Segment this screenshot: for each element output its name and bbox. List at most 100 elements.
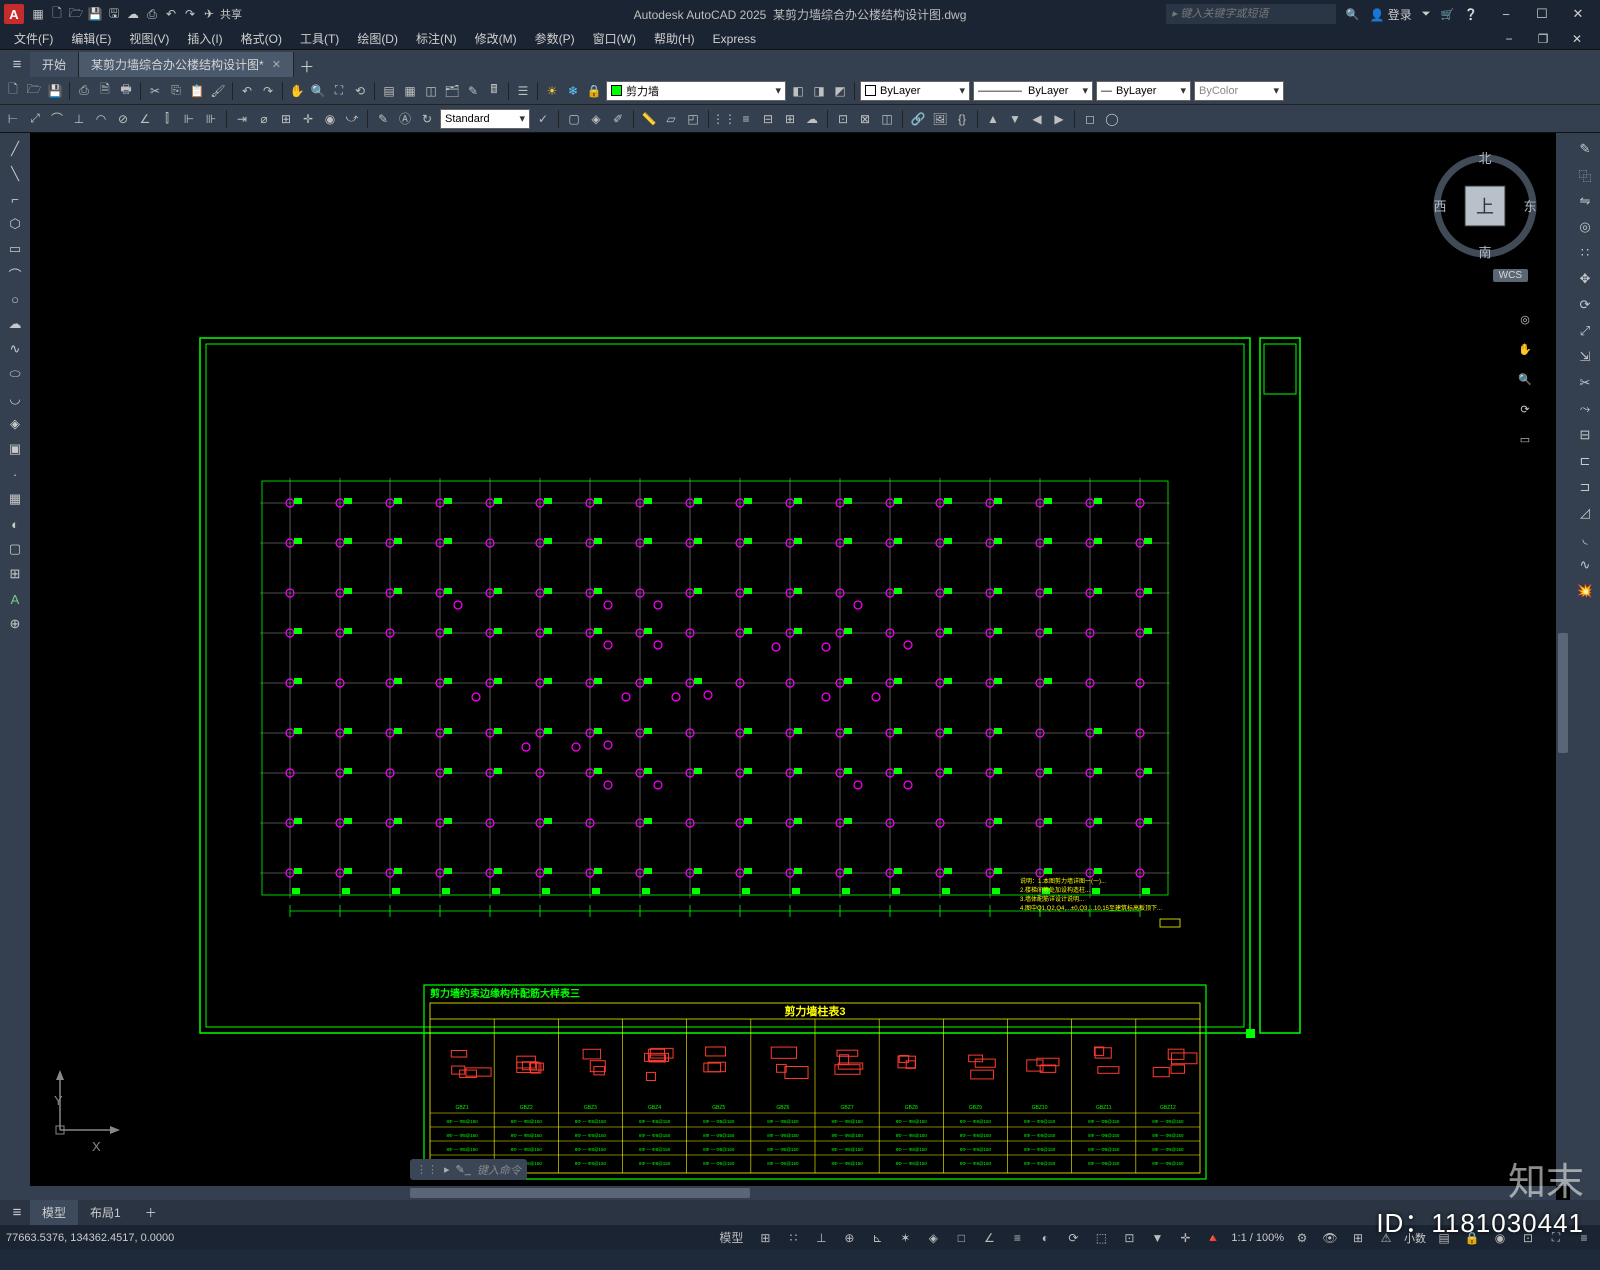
dim-linear-icon[interactable]: ⊢	[4, 110, 22, 128]
menu-draw[interactable]: 绘图(D)	[349, 28, 406, 49]
match-icon[interactable]: 🖌	[209, 82, 227, 100]
layeriso-icon[interactable]: ◧	[789, 82, 807, 100]
tab-model[interactable]: 模型	[30, 1200, 78, 1225]
gear-icon[interactable]: ⚙	[1292, 1228, 1312, 1248]
annovis-icon[interactable]: 👁	[1320, 1228, 1340, 1248]
osnap-icon[interactable]: □	[951, 1228, 971, 1248]
qcalc-icon[interactable]: 🖩	[485, 82, 503, 100]
draworder4-icon[interactable]: ▶	[1050, 110, 1068, 128]
preview-icon[interactable]: 🗎	[96, 82, 114, 100]
tab-layout1[interactable]: 布局1	[78, 1200, 133, 1225]
menu-insert[interactable]: 插入(I)	[179, 28, 230, 49]
ellipsearc-icon[interactable]: ◡	[5, 389, 25, 409]
file-tab-menu-icon[interactable]: ≡	[4, 51, 30, 77]
tab-current-drawing[interactable]: 某剪力墙综合办公楼结构设计图*✕	[79, 52, 294, 77]
view-cube[interactable]: 上 北 东 南 西	[1430, 151, 1540, 261]
array2-icon[interactable]: ∷	[1575, 243, 1595, 263]
annoscale-icon[interactable]: 🔺	[1203, 1228, 1223, 1248]
doc-minimize-button[interactable]: −	[1492, 30, 1526, 48]
lock-icon[interactable]: 🔒	[585, 82, 603, 100]
zoomwin-icon[interactable]: ⛶	[330, 82, 348, 100]
nav-wheel-icon[interactable]: ◎	[1514, 308, 1536, 330]
mirror-icon[interactable]: ⇋	[1575, 191, 1595, 211]
qat-open-icon[interactable]: 🗁	[68, 6, 84, 22]
ungroup-icon[interactable]: ⊠	[856, 110, 874, 128]
wipe-icon[interactable]: ◻	[1081, 110, 1099, 128]
redo2-icon[interactable]: ↷	[259, 82, 277, 100]
breakpt-icon[interactable]: ⊟	[1575, 425, 1595, 445]
dimted-icon[interactable]: Ⓐ	[396, 110, 414, 128]
rotate-icon[interactable]: ⟳	[1575, 295, 1595, 315]
copy-icon[interactable]: ⎘	[167, 82, 185, 100]
line-icon[interactable]: ╱	[5, 139, 25, 159]
maximize-button[interactable]: ☐	[1524, 0, 1560, 28]
inspect-icon[interactable]: ◉	[321, 110, 339, 128]
gizmo-icon[interactable]: ✛	[1175, 1228, 1195, 1248]
minimize-button[interactable]: −	[1488, 0, 1524, 28]
color-combo[interactable]: ByLayer	[860, 81, 970, 101]
cycle-icon[interactable]: ⟳	[1063, 1228, 1083, 1248]
menu-edit[interactable]: 编辑(E)	[63, 28, 119, 49]
scale-icon[interactable]: ⤢	[1575, 321, 1595, 341]
nav-pan-icon[interactable]: ✋	[1514, 338, 1536, 360]
nav-show-icon[interactable]: ▭	[1514, 428, 1536, 450]
dim-space-icon[interactable]: ⇥	[233, 110, 251, 128]
ortho-icon[interactable]: ⊾	[867, 1228, 887, 1248]
copy2-icon[interactable]: ⿻	[1575, 165, 1595, 185]
sel-filter-icon[interactable]: ▼	[1147, 1228, 1167, 1248]
layout-menu-icon[interactable]: ≡	[4, 1200, 30, 1226]
make-block-icon[interactable]: ▢	[565, 110, 583, 128]
dist-icon[interactable]: 📏	[640, 110, 658, 128]
insert-icon[interactable]: ◈	[5, 414, 25, 434]
polar-icon[interactable]: ✶	[895, 1228, 915, 1248]
plotstyle-combo[interactable]: ByColor	[1194, 81, 1284, 101]
doc-close-button[interactable]: ✕	[1560, 30, 1594, 48]
doc-restore-button[interactable]: ❐	[1526, 30, 1560, 48]
xline-icon[interactable]: ╲	[5, 164, 25, 184]
drawing-canvas[interactable]: 说明：1.本图剪力墙详图一(一)...2.楼梯间等处加设构造柱...3.墙体配筋…	[30, 133, 1570, 1200]
dyn-icon[interactable]: ⊕	[839, 1228, 859, 1248]
freeze-icon[interactable]: ❄	[564, 82, 582, 100]
dim-arc-icon[interactable]: ⌒	[48, 110, 66, 128]
region-icon[interactable]: ◰	[684, 110, 702, 128]
close-button[interactable]: ✕	[1560, 0, 1596, 28]
explode-icon[interactable]: 💥	[1575, 581, 1595, 601]
coords-readout[interactable]: 77663.5376, 134362.4517, 0.0000	[6, 1232, 174, 1244]
draworder2-icon[interactable]: ▼	[1006, 110, 1024, 128]
tolerance-icon[interactable]: ⊞	[277, 110, 295, 128]
zoom-icon[interactable]: 🔍	[309, 82, 327, 100]
break2-icon[interactable]: ⊟	[759, 110, 777, 128]
menu-help[interactable]: 帮助(H)	[646, 28, 703, 49]
extend-icon[interactable]: ⤳	[1575, 399, 1595, 419]
draworder1-icon[interactable]: ▲	[984, 110, 1002, 128]
tab-start[interactable]: 开始	[30, 52, 79, 77]
lineweight-combo[interactable]: — ByLayer	[1096, 81, 1191, 101]
nav-zoom-icon[interactable]: 🔍	[1514, 368, 1536, 390]
dim-quick-icon[interactable]: ⫿	[158, 110, 176, 128]
trim-icon[interactable]: ✂	[1575, 373, 1595, 393]
edit-attr-icon[interactable]: ✐	[609, 110, 627, 128]
props-icon[interactable]: ▤	[380, 82, 398, 100]
stretch-icon[interactable]: ⇲	[1575, 347, 1595, 367]
linetype-combo[interactable]: ———— ByLayer	[973, 81, 1093, 101]
iso-icon[interactable]: ◈	[923, 1228, 943, 1248]
image-icon[interactable]: 🖼	[931, 110, 949, 128]
offset-icon[interactable]: ◎	[1575, 217, 1595, 237]
dim-ang-icon[interactable]: ∠	[136, 110, 154, 128]
menu-express[interactable]: Express	[705, 30, 764, 48]
ellipse-icon[interactable]: ⬭	[5, 364, 25, 384]
layer-mgr-icon[interactable]: ☰	[514, 82, 532, 100]
new-icon[interactable]: 🗋	[4, 82, 22, 100]
open-icon[interactable]: 🗁	[25, 82, 43, 100]
menu-window[interactable]: 窗口(W)	[585, 28, 644, 49]
status-model-button[interactable]: 模型	[715, 1228, 747, 1248]
search-icon[interactable]: 🔍	[1346, 8, 1360, 21]
join-icon[interactable]: ⊞	[781, 110, 799, 128]
qat-undo-icon[interactable]: ↶	[163, 6, 179, 22]
qat-share-icon[interactable]: ✈	[201, 6, 217, 22]
sun-icon[interactable]: ☀	[543, 82, 561, 100]
print-icon[interactable]: ⎙	[75, 82, 93, 100]
snap-toggle-icon[interactable]: ∷	[783, 1228, 803, 1248]
qat-saveas-icon[interactable]: 🖫	[106, 6, 122, 22]
app-menu-button[interactable]: A	[4, 4, 24, 24]
